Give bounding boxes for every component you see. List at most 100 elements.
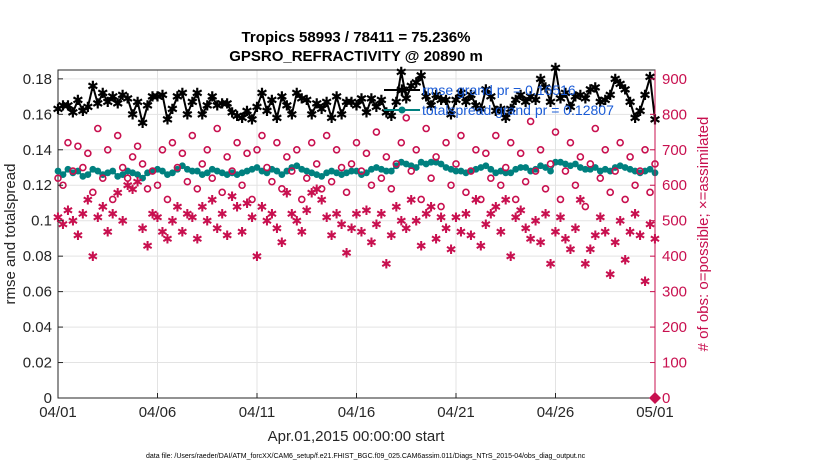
possible-obs-point	[521, 177, 530, 186]
footnote: data file: /Users/raeder/DAI/ATM_forcXX/…	[146, 453, 586, 460]
possible-obs-point	[183, 177, 192, 186]
totalspread-point	[502, 169, 510, 177]
assimilated-obs-point: ✱	[645, 217, 656, 232]
rmse-point: ✱	[555, 90, 567, 106]
possible-obs-point	[228, 167, 236, 175]
totalspread-point	[188, 167, 196, 175]
legend-rmse-label: rmse grand pr = 0.16516	[422, 82, 576, 98]
y2-tick-label: 700	[662, 142, 687, 159]
possible-obs-point	[556, 195, 565, 204]
rmse-point: ✱	[624, 94, 636, 110]
chart-subtitle: GPSRO_REFRACTIVITY @ 20890 m	[229, 48, 483, 65]
rmse-point: ✱	[142, 97, 154, 113]
possible-obs-point	[621, 195, 629, 204]
rmse-point: ✱	[395, 64, 407, 80]
assimilated-obs-point: ✱	[416, 239, 427, 254]
assimilated-obs-point: ✱	[306, 185, 317, 200]
rmse-point: ✱	[331, 89, 343, 105]
possible-obs-point	[188, 131, 197, 140]
possible-obs-point	[163, 195, 172, 204]
rmse-point: ✱	[82, 99, 94, 115]
totalspread-point	[572, 160, 579, 168]
rmse-point: ✱	[440, 92, 452, 108]
rmse-point: ✱	[211, 97, 223, 113]
possible-obs-point	[253, 145, 261, 154]
rmse-point: ✱	[306, 106, 318, 122]
assimilated-obs-point: ✱	[361, 203, 372, 218]
rmse-point: ✱	[570, 89, 582, 105]
series-rmse: ✱✱✱✱✱✱✱✱✱✱✱✱✱✱✱✱✱✱✱✱✱✱✱✱✱✱✱✱✱✱✱✱✱✱✱✱✱✱✱✱…	[52, 60, 661, 131]
assimilated-obs-point: ✱	[620, 253, 631, 268]
legend-spread-marker	[398, 106, 406, 114]
y-tick-label: 0.18	[23, 71, 52, 88]
rmse-point: ✱	[251, 99, 263, 115]
totalspread-point	[392, 162, 400, 170]
assimilated-obs-point: ✱	[276, 235, 287, 250]
assimilated-obs-point: ✱	[510, 210, 521, 225]
totalspread-point	[278, 171, 286, 179]
assimilated-obs-point: ✱	[480, 217, 491, 232]
totalspread-point	[169, 169, 176, 177]
possible-obs-point	[417, 195, 425, 204]
possible-obs-point	[561, 167, 570, 175]
possible-obs-point	[372, 128, 381, 136]
possible-obs-point	[412, 145, 421, 154]
rmse-point: ✱	[510, 92, 522, 108]
rmse-point: ✱	[181, 106, 193, 122]
assimilated-obs-point: ✱	[411, 214, 422, 229]
assimilated-obs-point: ✱	[147, 207, 158, 222]
possible-obs-point	[74, 142, 82, 151]
assimilated-obs-point: ✱	[555, 210, 566, 225]
series-totalspread	[54, 158, 659, 182]
assimilated-obs-point: ✱	[605, 267, 616, 282]
possible-obs-point	[168, 138, 177, 147]
y-tick-label: 0.16	[23, 106, 52, 123]
rmse-point: ✱	[122, 90, 134, 106]
assimilated-obs-point: ✱	[87, 249, 98, 264]
rmse-point: ✱	[599, 92, 611, 108]
assimilated-obs-point: ✱	[525, 231, 536, 246]
totalspread-point	[646, 165, 654, 173]
totalspread-point	[134, 171, 142, 179]
possible-obs-point	[89, 188, 97, 197]
possible-obs-point	[616, 138, 624, 147]
possible-obs-point	[148, 167, 157, 175]
totalspread-point	[193, 167, 201, 175]
assimilated-obs-point: ✱	[436, 210, 447, 225]
possible-obs-point	[94, 124, 102, 133]
rmse-point: ✱	[127, 106, 139, 122]
assimilated-obs-point: ✱	[58, 217, 69, 232]
rmse-point: ✱	[445, 106, 457, 122]
totalspread-point	[54, 167, 62, 175]
totalspread-point	[273, 167, 281, 175]
rmse-point: ✱	[261, 103, 273, 119]
y-tick-label: 0	[44, 390, 52, 407]
y-axis-label: rmse and totalspread	[2, 164, 19, 305]
rmse-point: ✱	[62, 97, 74, 113]
rmse-point: ✱	[246, 112, 258, 128]
rmse-point: ✱	[584, 82, 596, 98]
rmse-point: ✱	[87, 78, 99, 94]
possible-obs-point	[382, 153, 391, 161]
y-tick-label: 0.08	[23, 248, 52, 265]
rmse-point: ✱	[72, 92, 84, 108]
rmse-point: ✱	[545, 94, 557, 110]
y2-tick-label: 200	[662, 319, 687, 336]
possible-obs-point	[357, 167, 366, 175]
possible-obs-point	[123, 174, 132, 182]
y2-tick-label: 400	[662, 248, 687, 265]
rmse-point: ✱	[186, 94, 198, 110]
assimilated-obs-point: ✱	[227, 189, 238, 204]
y-axis-left: 0 0.02 0.04 0.06 0.08 0.1 0.12 0.14 0.16 0.18	[23, 71, 63, 407]
possible-obs-point	[422, 124, 430, 133]
rmse-point: ✱	[296, 90, 308, 106]
possible-obs-point	[536, 145, 545, 154]
assimilated-obs-point: ✱	[520, 221, 531, 236]
assimilated-obs-point: ✱	[172, 200, 183, 215]
y-axis-right: 0 100 200 300 400 500 600 700 800 900	[650, 70, 687, 407]
possible-obs-point	[208, 174, 217, 182]
possible-obs-point	[54, 174, 62, 182]
possible-obs-point	[332, 145, 341, 154]
y2-tick-label: 500	[662, 213, 687, 230]
assimilated-obs-point: ✱	[232, 200, 243, 215]
